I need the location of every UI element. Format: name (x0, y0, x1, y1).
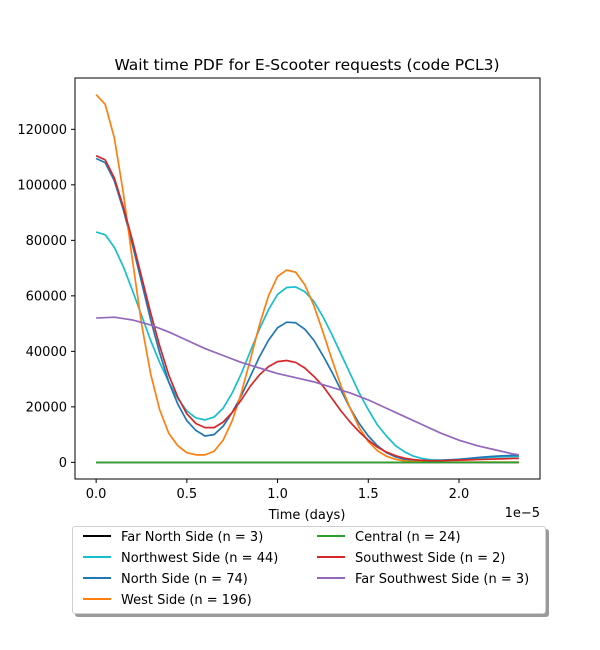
legend-swatch (317, 534, 345, 537)
legend-label: Central (n = 24) (355, 530, 461, 545)
legend-label: Far North Side (n = 3) (121, 530, 264, 545)
legend-swatch (83, 576, 111, 579)
legend-label: Southwest Side (n = 2) (355, 551, 506, 566)
y-tick-label: 80000 (26, 234, 67, 249)
series-line-2 (95, 157, 519, 462)
y-tick-label: 0 (59, 456, 67, 471)
y-tick-label: 20000 (26, 400, 67, 415)
series-layer (95, 94, 519, 464)
x-tick-label: 0.5 (177, 487, 198, 502)
y-axis: 0 20000 40000 60000 80000 100000 120000 (17, 123, 75, 471)
plot-frame (74, 77, 541, 480)
x-offset-label: 1e−5 (505, 506, 540, 521)
legend-label: North Side (n = 74) (121, 572, 248, 587)
series-line-5 (95, 154, 519, 462)
x-tick-label: 1.5 (358, 487, 379, 502)
legend-item: Central (n = 24) (317, 530, 461, 545)
y-tick-label: 40000 (26, 345, 67, 360)
legend-item: West Side (n = 196) (83, 593, 252, 608)
series-line-3 (95, 94, 519, 463)
y-tick-label: 120000 (17, 123, 67, 138)
chart-title: Wait time PDF for E-Scooter requests (co… (114, 56, 499, 74)
y-tick-label: 60000 (26, 289, 67, 304)
legend-swatch (83, 534, 111, 537)
legend-label: Far Southwest Side (n = 3) (355, 572, 530, 587)
legend-swatch (317, 576, 345, 579)
x-tick-label: 2.0 (449, 487, 470, 502)
series-line-6 (96, 316, 519, 456)
x-tick-label: 1.0 (267, 487, 288, 502)
x-tick-label: 0.0 (86, 487, 107, 502)
legend-label: Northwest Side (n = 44) (121, 551, 279, 566)
legend-swatch (83, 597, 111, 600)
y-tick-label: 100000 (17, 178, 67, 193)
legend-item: Southwest Side (n = 2) (317, 551, 505, 566)
x-axis-label: Time (days) (268, 508, 346, 523)
legend-swatch (83, 555, 111, 558)
legend-swatch (317, 555, 345, 558)
legend: Far North Side (n = 3) Northwest Side (n… (72, 526, 546, 614)
legend-label: West Side (n = 196) (121, 593, 252, 608)
legend-item: Far Southwest Side (n = 3) (317, 572, 529, 587)
legend-item: Northwest Side (n = 44) (83, 551, 278, 566)
x-axis: 0.0 0.5 1.0 1.5 2.0 (86, 479, 470, 502)
legend-item: North Side (n = 74) (83, 572, 248, 587)
legend-item: Far North Side (n = 3) (83, 530, 263, 545)
